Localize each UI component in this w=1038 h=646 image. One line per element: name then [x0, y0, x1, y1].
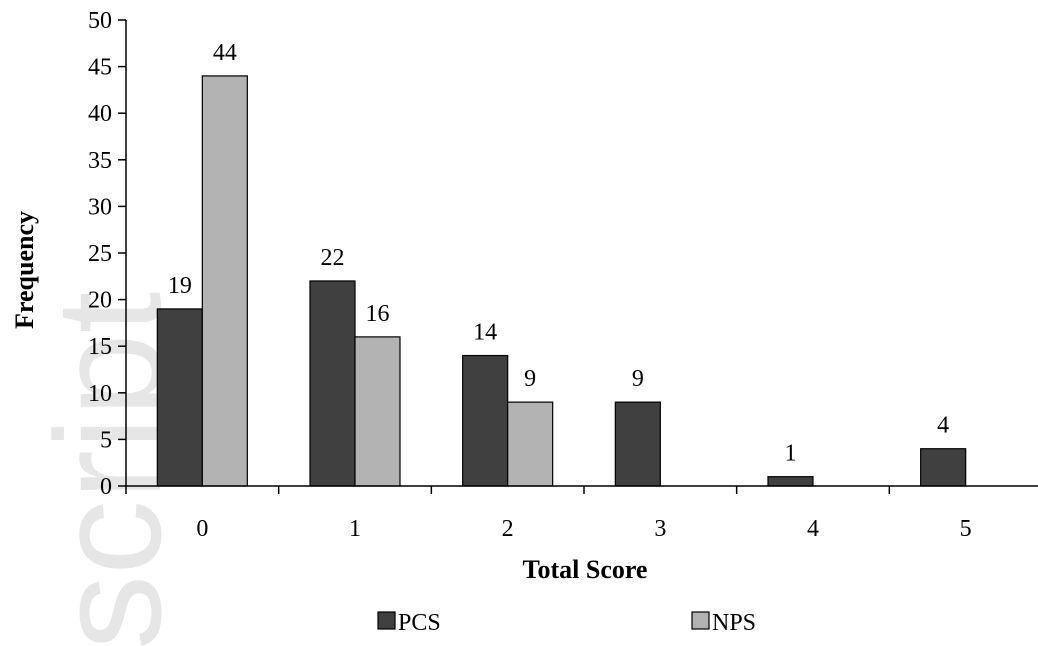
data-label-pcs-4: 1: [785, 441, 797, 467]
x-axis: 0 1 2 3 4 5: [125, 485, 1038, 542]
y-tick-label: 0: [100, 474, 112, 500]
legend-label-nps: NPS: [712, 610, 756, 636]
data-label-pcs-0: 19: [168, 273, 192, 299]
y-tick-label: 30: [88, 194, 112, 220]
data-label-nps-1: 16: [366, 301, 390, 327]
y-tick-label: 50: [88, 8, 112, 34]
bar-pcs-5: [920, 448, 967, 487]
x-tick-label: 0: [196, 516, 208, 542]
y-tick-label: 40: [88, 101, 112, 127]
x-tick-label: 5: [960, 516, 972, 542]
bar-pcs-0: [156, 308, 203, 487]
legend-swatch-pcs: [377, 611, 396, 630]
x-axis-title: Total Score: [523, 555, 648, 584]
y-tick-label: 35: [88, 148, 112, 174]
y-tick-label: 5: [100, 427, 112, 453]
legend-swatch-nps: [691, 611, 710, 630]
data-label-nps-0: 44: [213, 40, 237, 66]
y-tick-label: 15: [88, 334, 112, 360]
bar-nps-0: [201, 75, 248, 487]
legend-label-pcs: PCS: [398, 610, 441, 636]
y-axis: 0 5 10 15 20 25 30 35 40 45 50: [88, 8, 127, 500]
x-tick-label: 2: [502, 516, 514, 542]
x-tick-label: 3: [654, 516, 666, 542]
x-tick-label: 1: [349, 516, 361, 542]
data-label-pcs-1: 22: [321, 245, 345, 271]
data-label-pcs-2: 14: [473, 320, 497, 346]
y-tick-label: 45: [88, 55, 112, 81]
data-label-nps-2: 9: [524, 366, 536, 392]
bar-pcs-4: [767, 476, 814, 487]
bar-pcs-3: [614, 401, 661, 487]
bar-nps-2: [507, 401, 554, 487]
y-tick-label: 10: [88, 381, 112, 407]
y-tick-label: 20: [88, 288, 112, 314]
bar-pcs-2: [462, 354, 509, 487]
y-axis-title: Frequency: [10, 211, 39, 329]
data-label-pcs-3: 9: [632, 366, 644, 392]
bar-pcs-1: [309, 280, 356, 487]
legend: PCS NPS: [377, 610, 756, 636]
bar-nps-1: [354, 336, 401, 487]
y-tick-label: 25: [88, 241, 112, 267]
data-label-pcs-5: 4: [937, 413, 949, 439]
x-tick-label: 4: [807, 516, 819, 542]
